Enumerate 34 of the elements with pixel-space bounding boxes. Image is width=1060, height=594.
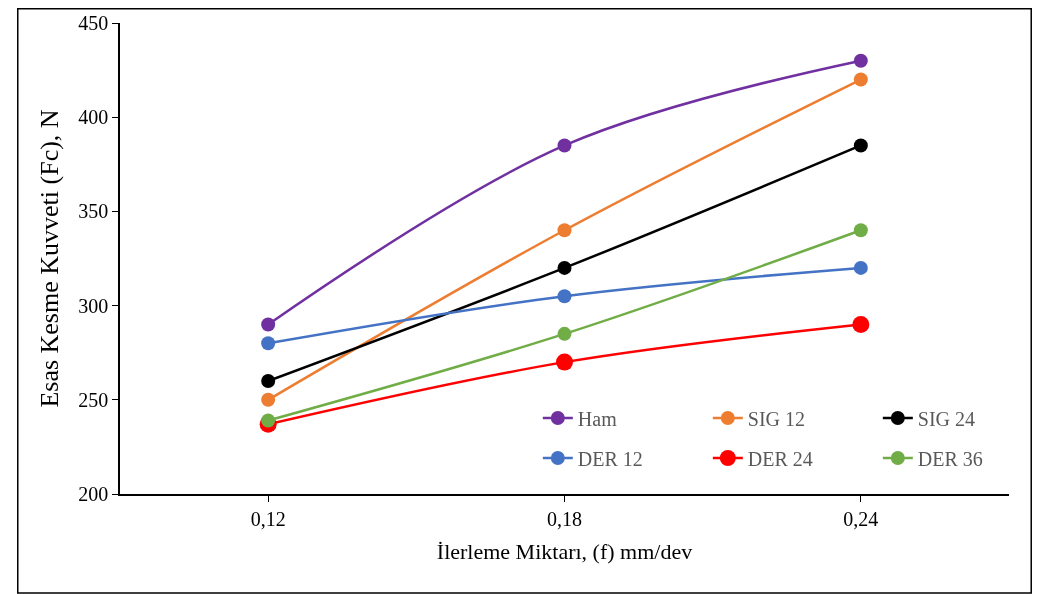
point bbox=[261, 413, 276, 428]
point bbox=[557, 138, 572, 153]
point bbox=[557, 289, 572, 304]
point bbox=[261, 392, 276, 407]
x-tick-label: 0,12 bbox=[250, 507, 286, 530]
legend-label: Ham bbox=[577, 407, 618, 430]
legend-label: SIG 24 bbox=[917, 407, 976, 430]
x-tick-label: 0,24 bbox=[843, 507, 879, 530]
legend-label: DER 24 bbox=[747, 447, 813, 470]
point bbox=[853, 138, 868, 153]
y-axis-title: Esas Kesme Kuvveti (Fc), N bbox=[35, 109, 65, 408]
x-tick-label: 0,18 bbox=[547, 507, 582, 530]
point bbox=[557, 223, 572, 238]
point bbox=[853, 53, 868, 68]
x-axis-title: İlerleme Miktarı, (f) mm/dev bbox=[436, 539, 693, 565]
y-tick-label: 300 bbox=[78, 294, 109, 317]
legend-label: DER 12 bbox=[577, 447, 643, 470]
point bbox=[261, 336, 276, 351]
point bbox=[853, 260, 868, 275]
y-tick-label: 350 bbox=[78, 200, 109, 223]
y-tick-label: 250 bbox=[78, 388, 109, 411]
point bbox=[853, 72, 868, 87]
legend-label: DER 36 bbox=[917, 447, 983, 470]
point bbox=[261, 317, 276, 332]
y-tick-label: 200 bbox=[78, 483, 109, 505]
point bbox=[261, 373, 276, 388]
point bbox=[852, 315, 870, 333]
point bbox=[557, 326, 572, 341]
point bbox=[853, 223, 868, 238]
y-tick-label: 450 bbox=[78, 12, 109, 34]
point bbox=[557, 260, 572, 275]
legend-label: SIG 12 bbox=[747, 407, 806, 430]
y-tick-label: 400 bbox=[78, 106, 109, 129]
point bbox=[556, 353, 573, 371]
